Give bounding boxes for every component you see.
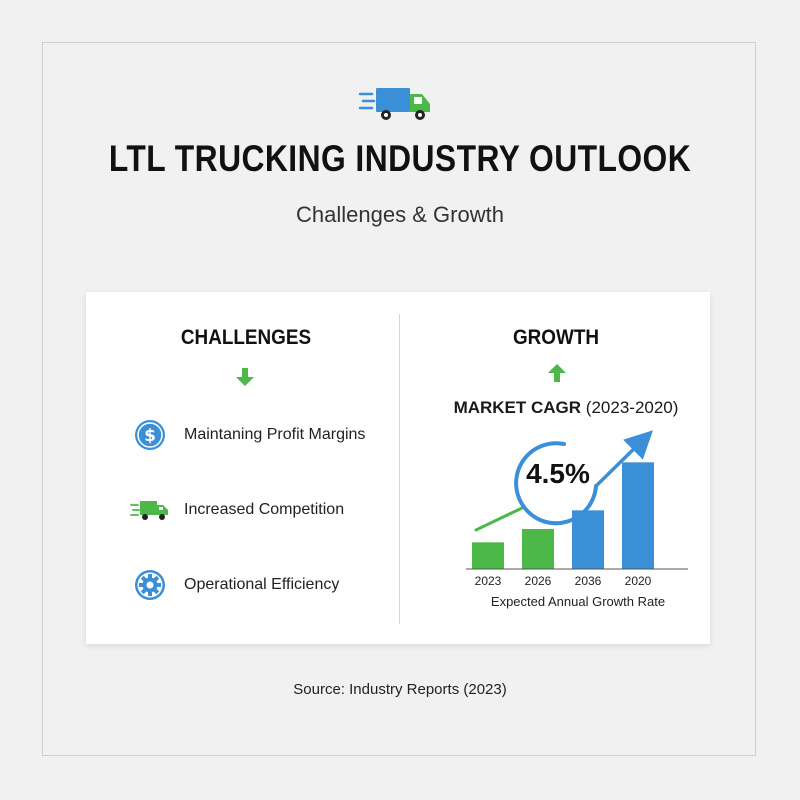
arrow-up-icon xyxy=(548,364,566,382)
tick-label-2020: 2020 xyxy=(625,574,652,588)
challenge-label: Maintaning Profit Margins xyxy=(184,426,366,443)
market-cagr-label: MARKET CAGR xyxy=(453,398,582,417)
challenge-label: Increased Competition xyxy=(184,501,345,518)
challenge-item-competition: Increased Competition xyxy=(130,493,344,527)
trend-line-green xyxy=(474,506,524,532)
trend-arrow-blue xyxy=(594,430,654,488)
page-subtitle: Challenges & Growth xyxy=(296,202,504,227)
bar-2026 xyxy=(522,529,554,569)
cagr-bar-chart: 4.5% 2023 2026 2036 2020 Expected Annual Gr… xyxy=(466,430,688,609)
bar-2023 xyxy=(472,542,504,569)
tick-label-2036: 2036 xyxy=(575,574,602,588)
delivery-truck-icon xyxy=(358,88,430,120)
tick-label-2023: 2023 xyxy=(475,574,502,588)
growth-heading: GROWTH xyxy=(512,326,600,349)
bar-2020 xyxy=(622,462,654,569)
challenge-item-profit: $ Maintaning Profit Margins xyxy=(130,418,365,452)
truck-icon xyxy=(130,501,168,520)
challenge-label: Operational Efficiency xyxy=(184,576,340,593)
outlook-card: CHALLENGES $ Maintaning Profit Margins xyxy=(86,292,710,644)
challenges-heading: CHALLENGES xyxy=(180,326,312,349)
market-cagr-range: (2023-2020) xyxy=(585,398,679,417)
gear-icon xyxy=(135,570,165,600)
bar-2036 xyxy=(572,510,604,569)
arrow-down-icon xyxy=(236,368,254,386)
cagr-value: 4.5% xyxy=(526,458,590,489)
section-divider xyxy=(399,314,400,624)
market-cagr-title: MARKET CAGR (2023-2020) xyxy=(446,398,686,418)
source-note: Source: Industry Reports (2023) xyxy=(293,681,507,698)
dollar-icon: $ xyxy=(135,420,165,450)
x-axis-label: Expected Annual Growth Rate xyxy=(491,594,665,609)
tick-label-2026: 2026 xyxy=(525,574,552,588)
challenge-item-efficiency: Operational Efficiency xyxy=(130,568,339,602)
outer-frame xyxy=(42,42,756,756)
svg-text:$: $ xyxy=(144,426,156,446)
page-title: LTL TRUCKING INDUSTRY OUTLOOK xyxy=(108,138,692,179)
